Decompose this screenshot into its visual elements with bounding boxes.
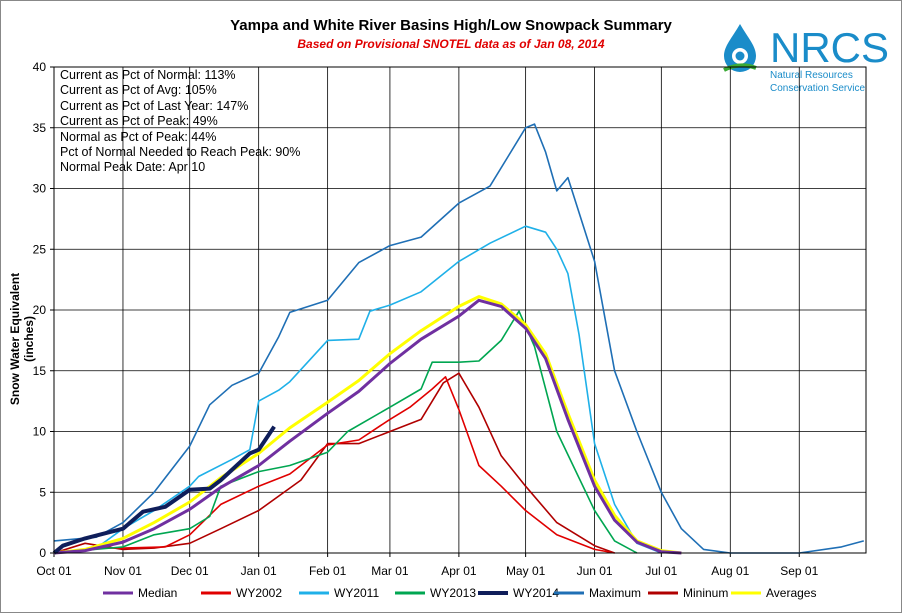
series-lines: [52, 123, 865, 555]
x-tick-label: Jul 01: [645, 564, 677, 578]
x-tick-label: Nov 01: [104, 564, 142, 578]
y-tick-label: 0: [39, 546, 46, 560]
series-line-averages: [53, 295, 682, 555]
legend-label: WY2013: [430, 586, 476, 600]
series-line-wy2011: [53, 225, 662, 554]
plot-border: [53, 66, 867, 554]
stat-normal-peak-date: Normal Peak Date: Apr 10: [60, 160, 206, 175]
y-tick-label: 35: [33, 121, 47, 135]
legend-label: Maximum: [589, 586, 641, 600]
y-tick-label: 40: [33, 60, 47, 74]
stat-normal-pct-peak: Normal as Pct of Peak: 44%: [60, 129, 217, 144]
y-ticks: 0 5 10 15 20 25 30 35 40: [33, 60, 54, 560]
nrcs-logo: NRCS: [723, 24, 888, 72]
logo-line2: Conservation Service: [770, 83, 866, 94]
legend-label: Mininum: [683, 586, 728, 600]
legend-label: WY2011: [334, 586, 379, 600]
stat-pct-peak: Current as Pct of Peak: 49%: [60, 114, 218, 129]
x-tick-label: Aug 01: [711, 564, 749, 578]
x-tick-label: Jun 01: [577, 564, 613, 578]
y-tick-label: 10: [33, 425, 47, 439]
chart-subtitle: Based on Provisional SNOTEL data as of J…: [297, 37, 605, 51]
gridlines: [54, 67, 866, 553]
x-tick-label: Dec 01: [171, 564, 209, 578]
x-ticks: Oct 01 Nov 01 Dec 01 Jan 01 Feb 01 Mar 01 Apr …: [36, 553, 819, 578]
x-tick-label: Apr 01: [441, 564, 477, 578]
stat-pct-needed: Pct of Normal Needed to Reach Peak: 90%: [60, 145, 301, 160]
series-line-maximum: [53, 123, 865, 554]
series-line-mininum: [53, 372, 615, 554]
x-tick-label: Sep 01: [780, 564, 818, 578]
legend-label: Median: [138, 586, 177, 600]
y-tick-label: 15: [33, 364, 47, 378]
legend-label: Averages: [766, 586, 816, 600]
logo-wordmark: NRCS: [770, 24, 888, 71]
y-tick-label: 20: [33, 303, 47, 317]
stat-pct-normal: Current as Pct of Normal: 113%: [60, 68, 236, 82]
x-tick-label: Feb 01: [309, 564, 347, 578]
series-line-wy2002: [53, 376, 615, 554]
y-tick-label: 5: [39, 485, 46, 499]
legend-label: WY2002: [236, 586, 282, 600]
chart-title: Yampa and White River Basins High/Low Sn…: [230, 17, 672, 34]
x-tick-label: Mar 01: [371, 564, 409, 578]
x-tick-label: Oct 01: [36, 564, 72, 578]
series-line-wy2014: [52, 425, 276, 555]
legend: Median WY2002 WY2011 WY2013 WY2014 Maximum Min…: [103, 586, 816, 600]
plot-area: 0 5 10 15 20 25 30 35 40 Oct 01 Nov 01 Dec 01 Jan 0…: [33, 60, 867, 578]
series-line-median: [53, 298, 682, 555]
x-tick-label: May 01: [506, 564, 546, 578]
stats-block: Current as Pct of Normal: 113% Current a…: [60, 68, 300, 176]
stat-pct-avg: Current as Pct of Avg: 105%: [60, 83, 217, 98]
y-tick-label: 30: [33, 182, 47, 196]
stat-pct-last-year: Current as Pct of Last Year: 147%: [60, 98, 249, 113]
legend-label: WY2014: [513, 586, 559, 600]
y-tick-label: 25: [33, 242, 47, 256]
logo-line1: Natural Resources: [770, 70, 853, 81]
x-tick-label: Jan 01: [241, 564, 277, 578]
series-line-wy2013: [53, 310, 638, 554]
